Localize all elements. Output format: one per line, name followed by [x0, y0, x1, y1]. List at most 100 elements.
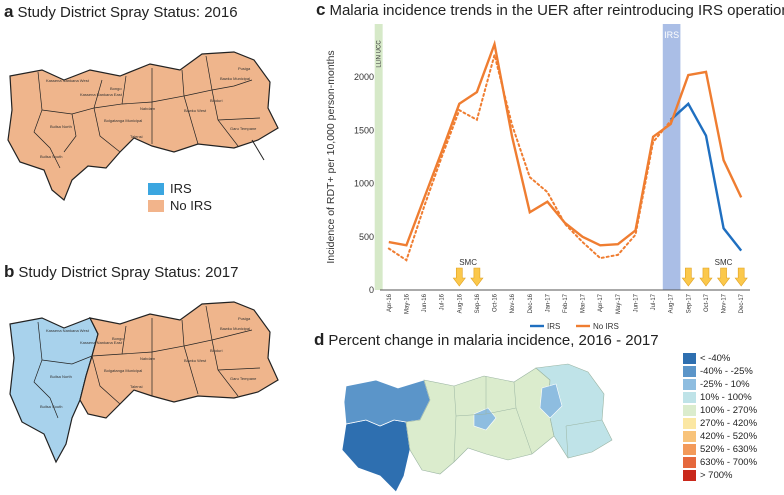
legend-label: No IRS: [593, 322, 619, 330]
percent-legend-swatch: [683, 470, 696, 481]
y-tick-label: 1500: [354, 125, 374, 135]
percent-legend-item: 10% - 100%: [683, 391, 757, 404]
svg-text:Bawku Municipal: Bawku Municipal: [220, 76, 250, 81]
map-percent-change: [341, 363, 613, 492]
percent-legend-item: -40% - -25%: [683, 365, 757, 378]
region-nabdam: [473, 407, 497, 431]
svg-text:Garu Tempane: Garu Tempane: [230, 126, 257, 131]
band-label: LLIN UCC: [377, 40, 383, 68]
percent-legend-swatch: [683, 392, 696, 403]
svg-text:Kassena Nankana East: Kassena Nankana East: [80, 340, 123, 345]
region-northwest: [343, 379, 431, 427]
svg-text:Pusiga: Pusiga: [238, 316, 251, 321]
smc-arrow: [681, 267, 695, 287]
map-2017-no-irs: [79, 301, 279, 419]
series-line-dotted: [387, 50, 672, 262]
smc-label-2017: SMC: [715, 258, 733, 267]
percent-legend-label: 100% - 270%: [700, 405, 758, 416]
svg-text:Kassena Nankana West: Kassena Nankana West: [46, 78, 90, 83]
percent-legend-label: < -40%: [700, 353, 731, 364]
svg-text:Kassena Nankana West: Kassena Nankana West: [46, 328, 90, 333]
y-tick-label: 1000: [354, 179, 374, 189]
svg-text:Bongo: Bongo: [112, 336, 124, 341]
percent-legend-swatch: [683, 353, 696, 364]
y-axis-label: Incidence of RDT+ per 10,000 person-mont…: [325, 50, 337, 263]
svg-text:Binduri: Binduri: [210, 98, 223, 103]
svg-text:Garu Tempane: Garu Tempane: [230, 376, 257, 381]
svg-text:Bolgatanga Municipal: Bolgatanga Municipal: [104, 368, 142, 373]
x-tick-label: Nov-16: [510, 293, 516, 313]
spray-legend-no-irs-swatch: [148, 199, 164, 212]
x-tick-label: Jul-16: [440, 293, 446, 310]
svg-text:Bongo: Bongo: [110, 86, 122, 91]
smc-arrow: [452, 267, 466, 287]
percent-legend-label: 520% - 630%: [700, 444, 758, 455]
percent-legend-label: > 700%: [700, 470, 733, 481]
percent-legend-item: 270% - 420%: [683, 417, 757, 430]
percent-legend-swatch: [683, 418, 696, 429]
x-tick-label: Dec-17: [739, 293, 745, 313]
x-tick-label: Mar-17: [581, 293, 587, 313]
panel-b-title: b Study District Spray Status: 2017: [4, 262, 239, 281]
svg-text:Bolgatanga Municipal: Bolgatanga Municipal: [104, 118, 142, 123]
smc-arrow: [734, 267, 748, 287]
svg-text:Nabdam: Nabdam: [140, 356, 156, 361]
spray-legend-no-irs: No IRS: [148, 197, 212, 214]
svg-text:Binduri: Binduri: [210, 348, 223, 353]
percent-legend-item: 420% - 520%: [683, 430, 757, 443]
svg-text:Bawku West: Bawku West: [184, 108, 207, 113]
svg-text:Builsa South: Builsa South: [40, 404, 62, 409]
svg-text:Pusiga: Pusiga: [238, 66, 251, 71]
percent-change-legend: < -40% -40% - -25% -25% - 10% 10% - 100% 100…: [683, 352, 757, 482]
map-2016-outline: [7, 51, 279, 201]
svg-text:Builsa South: Builsa South: [40, 154, 62, 159]
svg-text:Talensi: Talensi: [130, 384, 143, 389]
smc-arrow: [699, 267, 713, 287]
band-irs: [662, 24, 681, 290]
percent-legend-item: 520% - 630%: [683, 443, 757, 456]
svg-text:Bawku West: Bawku West: [184, 358, 207, 363]
svg-text:Talensi: Talensi: [130, 134, 143, 139]
percent-legend-swatch: [683, 405, 696, 416]
spray-legend-irs-swatch: [148, 182, 164, 195]
percent-legend-swatch: [683, 457, 696, 468]
incidence-chart: LLIN UCC IRS 0 500 1000 1500 2000 Incidence of …: [325, 24, 750, 330]
x-tick-label: Jul-17: [651, 293, 657, 310]
panel-a-title: a Study District Spray Status: 2016: [4, 2, 238, 21]
y-tick-label: 0: [369, 285, 374, 295]
percent-legend-swatch: [683, 431, 696, 442]
series-line-no-irs: [388, 39, 743, 247]
x-tick-label: Oct-17: [704, 293, 710, 312]
percent-legend-label: -25% - 10%: [700, 379, 750, 390]
x-tick-label: Feb-17: [563, 293, 569, 313]
panel-c-title: c Malaria incidence trends in the UER aft…: [316, 0, 784, 19]
x-tick-label: Jun-16: [422, 293, 428, 312]
svg-text:Bawku Municipal: Bawku Municipal: [220, 326, 250, 331]
percent-legend-label: 630% - 700%: [700, 457, 758, 468]
svg-text:Builsa North: Builsa North: [50, 124, 72, 129]
percent-legend-swatch: [683, 366, 696, 377]
percent-legend-item: 100% - 270%: [683, 404, 757, 417]
x-tick-label: Oct-16: [493, 293, 499, 312]
legend-label: IRS: [547, 322, 560, 330]
svg-text:Nabdam: Nabdam: [140, 106, 156, 111]
region-west-deep: [341, 419, 411, 492]
y-tick-label: 500: [359, 232, 374, 242]
percent-legend-swatch: [683, 379, 696, 390]
smc-arrow: [470, 267, 484, 287]
x-tick-label: Dec-16: [528, 293, 534, 313]
y-tick-label: 2000: [354, 72, 374, 82]
x-tick-label: Jan-17: [545, 293, 551, 312]
map-2016: Kassena Nankana West Kassena Nankana Eas…: [7, 51, 279, 201]
x-tick-label: Sep-16: [475, 293, 481, 313]
spray-legend-irs: IRS: [148, 180, 212, 197]
percent-legend-item: 630% - 700%: [683, 456, 757, 469]
series-line-irs: [669, 101, 743, 252]
panel-d-title: d Percent change in malaria incidence, 20…: [314, 330, 659, 349]
percent-legend-label: 420% - 520%: [700, 431, 758, 442]
x-tick-label: Sep-17: [686, 293, 692, 313]
svg-text:Kassena Nankana East: Kassena Nankana East: [80, 92, 123, 97]
x-tick-label: May-17: [616, 293, 622, 314]
x-tick-label: Apr-17: [598, 293, 604, 312]
x-tick-label: May-16: [404, 293, 410, 314]
